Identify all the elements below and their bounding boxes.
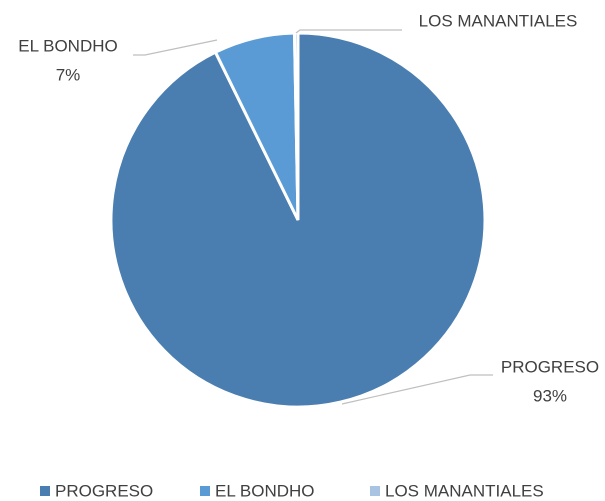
legend-swatch [370,486,380,496]
slice-label: PROGRESO [501,357,599,376]
legend-swatch [40,486,50,496]
legend-label: EL BONDHO [215,481,315,500]
slice-percent: 7% [56,65,81,84]
legend-label: PROGRESO [55,481,153,500]
leader-line [133,39,218,56]
slice-label: LOS MANANTIALES [419,11,578,30]
leader-line [295,29,402,34]
slice-percent: 93% [533,386,567,405]
slice-label: EL BONDHO [18,36,118,55]
legend-swatch [200,486,210,496]
leader-line [341,374,493,405]
legend-label: LOS MANANTIALES [385,481,544,500]
